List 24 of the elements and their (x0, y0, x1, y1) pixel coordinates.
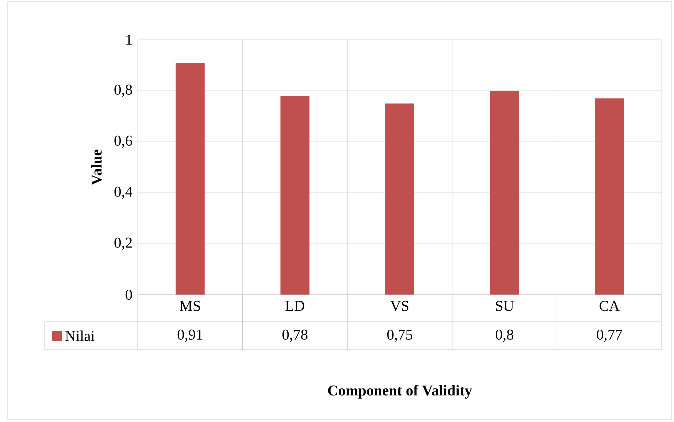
x-axis-title: Component of Validity (328, 385, 472, 399)
y-tick-label: 0,6 (114, 136, 132, 148)
y-tick-label: 0,2 (114, 238, 132, 250)
x-tick-label: CA (600, 301, 620, 312)
y-tick-label: 0 (126, 290, 132, 300)
bar (280, 96, 310, 296)
y-tick-label: 1 (126, 35, 132, 45)
x-tick-label: SU (496, 301, 514, 312)
bar (490, 91, 520, 296)
y-axis-title: Value (91, 150, 102, 186)
bar (386, 104, 415, 296)
data-label: 0,75 (387, 330, 412, 342)
y-tick-label: 0,8 (114, 84, 132, 98)
x-tick-label: MS (180, 301, 200, 312)
legend-label: Nilai (66, 330, 95, 342)
data-label: 0,91 (178, 330, 203, 342)
bar (595, 98, 624, 296)
x-tick-label: VS (390, 301, 409, 312)
data-label: 0,77 (597, 330, 622, 342)
data-label: 0,78 (282, 330, 308, 342)
x-tick-label: LD (286, 301, 305, 311)
y-tick-label: 0,4 (114, 186, 133, 200)
data-label: 0,8 (496, 330, 514, 342)
bar (176, 62, 205, 296)
